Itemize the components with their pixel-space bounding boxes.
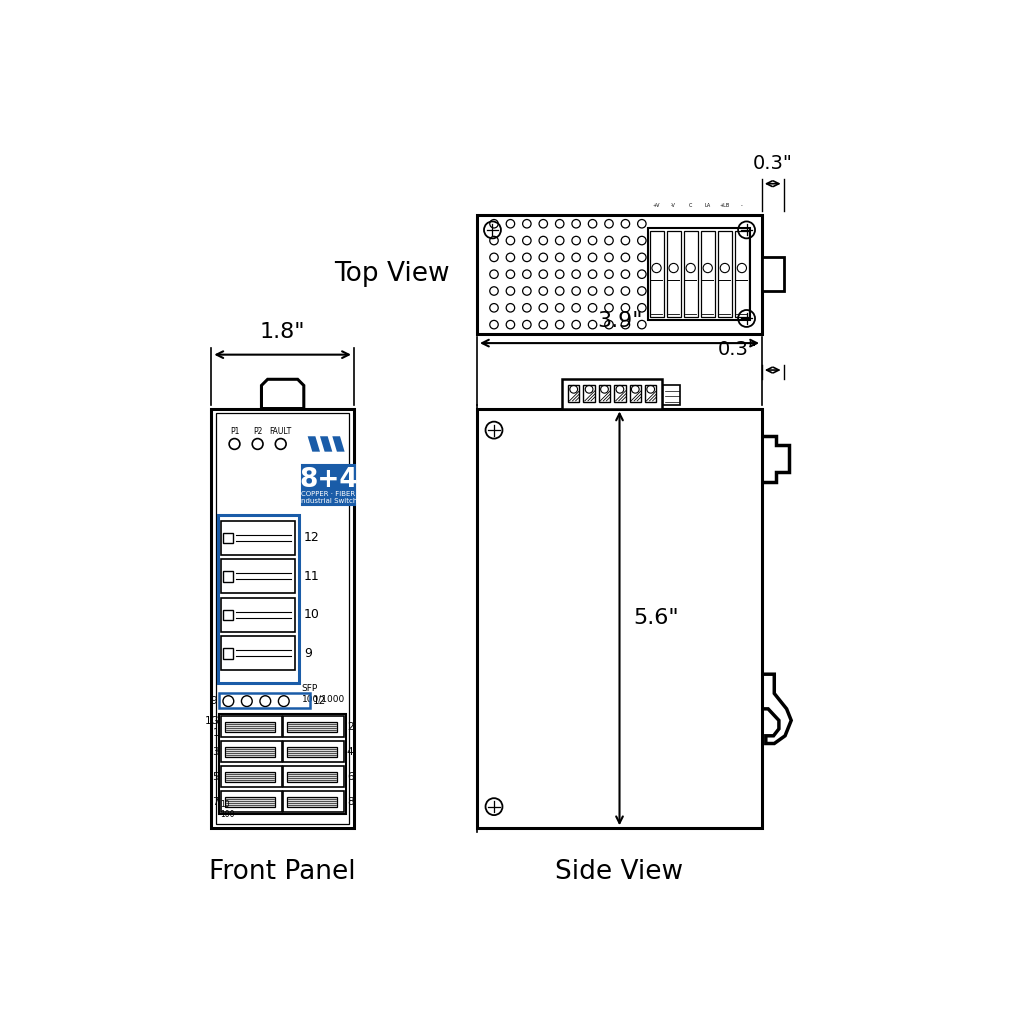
Text: Side View: Side View <box>555 859 684 885</box>
Bar <box>599 385 610 402</box>
Bar <box>221 766 282 787</box>
Text: 2: 2 <box>347 722 353 732</box>
Bar <box>225 748 274 757</box>
Text: COPPER · FIBER: COPPER · FIBER <box>301 492 355 498</box>
Text: Front Panel: Front Panel <box>209 859 356 885</box>
Text: 12: 12 <box>304 531 319 545</box>
Text: 9: 9 <box>210 696 217 707</box>
Bar <box>225 798 274 807</box>
Bar <box>223 648 233 658</box>
Polygon shape <box>333 436 345 452</box>
Bar <box>302 465 354 505</box>
Text: LA: LA <box>705 204 711 208</box>
Text: 5: 5 <box>213 772 219 781</box>
Text: 5.6": 5.6" <box>634 608 679 629</box>
Polygon shape <box>307 436 319 452</box>
Text: 3: 3 <box>213 746 219 757</box>
Text: Industrial Switch: Industrial Switch <box>299 498 357 504</box>
Bar <box>645 385 656 402</box>
Bar <box>221 559 295 593</box>
Bar <box>221 740 282 762</box>
Bar <box>284 716 344 737</box>
Text: +LB: +LB <box>720 204 730 208</box>
Bar <box>288 798 337 807</box>
Bar <box>221 791 282 812</box>
Text: 7: 7 <box>213 797 219 807</box>
Text: -V: -V <box>671 204 676 208</box>
Text: 11: 11 <box>304 570 319 583</box>
Text: 0.3": 0.3" <box>718 340 758 359</box>
Bar <box>221 637 295 671</box>
Text: -: - <box>741 204 742 208</box>
Bar <box>225 772 274 782</box>
Bar <box>221 521 295 555</box>
Text: 1G
1: 1G 1 <box>205 716 219 737</box>
Bar <box>684 231 697 316</box>
Bar <box>700 231 715 316</box>
Bar <box>649 231 664 316</box>
Text: P2: P2 <box>253 427 262 436</box>
Text: 6: 6 <box>347 772 353 781</box>
Bar <box>221 716 282 737</box>
Bar <box>664 385 680 406</box>
Bar <box>288 748 337 757</box>
Bar <box>284 740 344 762</box>
Bar <box>648 228 751 319</box>
Bar <box>735 231 749 316</box>
Bar <box>667 231 681 316</box>
Text: +V: +V <box>652 204 660 208</box>
Text: 3.9": 3.9" <box>597 310 642 331</box>
Text: FAULT: FAULT <box>269 427 292 436</box>
Text: 1.8": 1.8" <box>260 323 305 342</box>
Bar <box>223 571 233 582</box>
Polygon shape <box>319 436 333 452</box>
Bar <box>219 715 346 814</box>
Text: Top View: Top View <box>335 261 451 287</box>
Text: 10
100: 10 100 <box>220 800 236 819</box>
Text: 8: 8 <box>347 797 353 807</box>
Bar <box>223 532 233 544</box>
Bar <box>762 257 783 291</box>
Bar <box>477 409 762 828</box>
Text: 4: 4 <box>347 746 353 757</box>
Bar <box>288 772 337 782</box>
Bar <box>221 598 295 632</box>
Text: 0.3": 0.3" <box>753 154 793 173</box>
Text: 9: 9 <box>304 647 311 659</box>
Text: 8+4: 8+4 <box>299 467 357 493</box>
Bar <box>584 385 595 402</box>
Bar <box>284 766 344 787</box>
Text: C: C <box>689 204 692 208</box>
Text: P1: P1 <box>229 427 240 436</box>
Text: 10: 10 <box>304 608 319 622</box>
Bar <box>217 515 299 683</box>
Text: 12: 12 <box>313 696 327 707</box>
Bar <box>630 385 641 402</box>
Bar <box>562 379 662 409</box>
Text: SFP
100/1000: SFP 100/1000 <box>301 684 345 703</box>
Bar <box>568 385 580 402</box>
Bar <box>225 722 274 732</box>
Bar <box>718 231 732 316</box>
Bar <box>216 413 349 823</box>
Bar <box>219 693 310 708</box>
Bar <box>284 791 344 812</box>
Bar <box>614 385 626 402</box>
Bar <box>477 214 762 334</box>
Bar <box>223 609 233 621</box>
Bar <box>288 722 337 732</box>
Bar <box>211 409 354 828</box>
